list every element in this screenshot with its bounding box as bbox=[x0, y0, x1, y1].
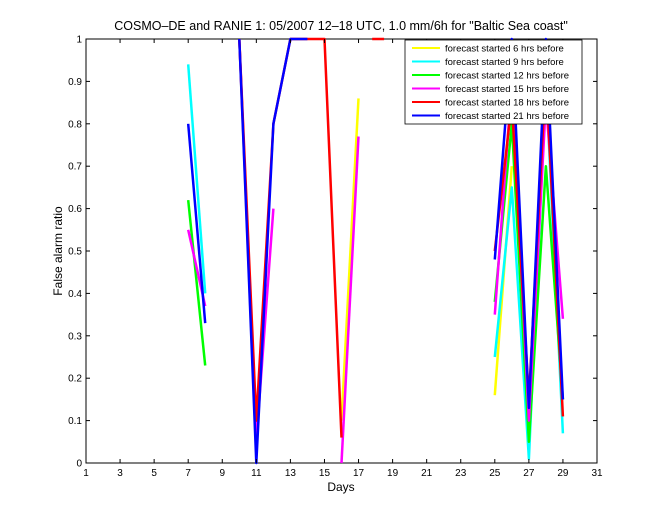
x-tick-label: 15 bbox=[319, 468, 331, 479]
series-line-4-segment-3 bbox=[340, 136, 360, 464]
x-tick-label: 3 bbox=[117, 468, 123, 479]
legend-label-2: forecast started 9 hrs before bbox=[445, 57, 564, 68]
x-tick-label: 25 bbox=[489, 468, 501, 479]
x-tick-label: 27 bbox=[523, 468, 535, 479]
legend-label-5: forecast started 18 hrs before bbox=[445, 97, 569, 108]
y-tick-label: 0.2 bbox=[68, 374, 82, 385]
x-tick-label: 11 bbox=[251, 468, 262, 479]
x-tick-label: 9 bbox=[219, 468, 225, 479]
y-tick-label: 0 bbox=[76, 459, 82, 470]
series-line-1-segment-2 bbox=[340, 98, 360, 421]
y-tick-label: 0.8 bbox=[68, 119, 82, 130]
x-tick-label: 31 bbox=[591, 468, 603, 479]
x-axis-label: Days bbox=[327, 480, 354, 494]
series-line-3-segment-1 bbox=[186, 199, 207, 366]
x-axis-ticks: 1 3 5 7 9 11 13 15 17 19 21 23 25 27 29 31 bbox=[83, 39, 603, 479]
y-tick-label: 0.5 bbox=[68, 247, 82, 258]
legend-box bbox=[404, 39, 583, 125]
x-tick-label: 17 bbox=[353, 468, 365, 479]
series-line-3-segment-2 bbox=[493, 122, 565, 444]
y-axis-ticks: 0 0.1 0.2 0.3 0.4 0.5 0.6 0.7 0.8 0.9 1 bbox=[68, 35, 597, 470]
chart-title: COSMO–DE and RANIE 1: 05/2007 12–18 UTC,… bbox=[114, 19, 568, 33]
legend-label-3: forecast started 12 hrs before bbox=[445, 70, 569, 81]
x-tick-label: 21 bbox=[421, 468, 433, 479]
y-tick-label: 0.4 bbox=[68, 289, 82, 300]
legend-label-6: forecast started 21 hrs before bbox=[445, 111, 569, 122]
y-tick-label: 0.7 bbox=[68, 162, 82, 173]
legend: forecast started 6 hrs before forecast st… bbox=[404, 39, 583, 125]
series-line-6-segment-2 bbox=[238, 37, 308, 465]
x-tick-label: 23 bbox=[455, 468, 467, 479]
x-tick-label: 1 bbox=[83, 468, 89, 479]
x-tick-label: 5 bbox=[151, 468, 157, 479]
series-line-2-segment-1 bbox=[186, 64, 207, 294]
x-tick-label: 13 bbox=[285, 468, 297, 479]
x-tick-label: 19 bbox=[387, 468, 399, 479]
series-layer bbox=[186, 37, 565, 465]
legend-label-4: forecast started 15 hrs before bbox=[445, 84, 569, 95]
y-axis-label: False alarm ratio bbox=[51, 206, 65, 296]
x-tick-label: 7 bbox=[185, 468, 191, 479]
x-tick-label: 29 bbox=[557, 468, 569, 479]
y-tick-label: 0.1 bbox=[68, 416, 82, 427]
y-tick-label: 0.3 bbox=[68, 331, 82, 342]
y-tick-label: 1 bbox=[76, 35, 82, 46]
y-tick-label: 0.9 bbox=[68, 77, 82, 88]
series-line-6-segment-1 bbox=[186, 123, 207, 324]
legend-label-1: forecast started 6 hrs before bbox=[445, 43, 564, 54]
y-tick-label: 0.6 bbox=[68, 204, 82, 215]
